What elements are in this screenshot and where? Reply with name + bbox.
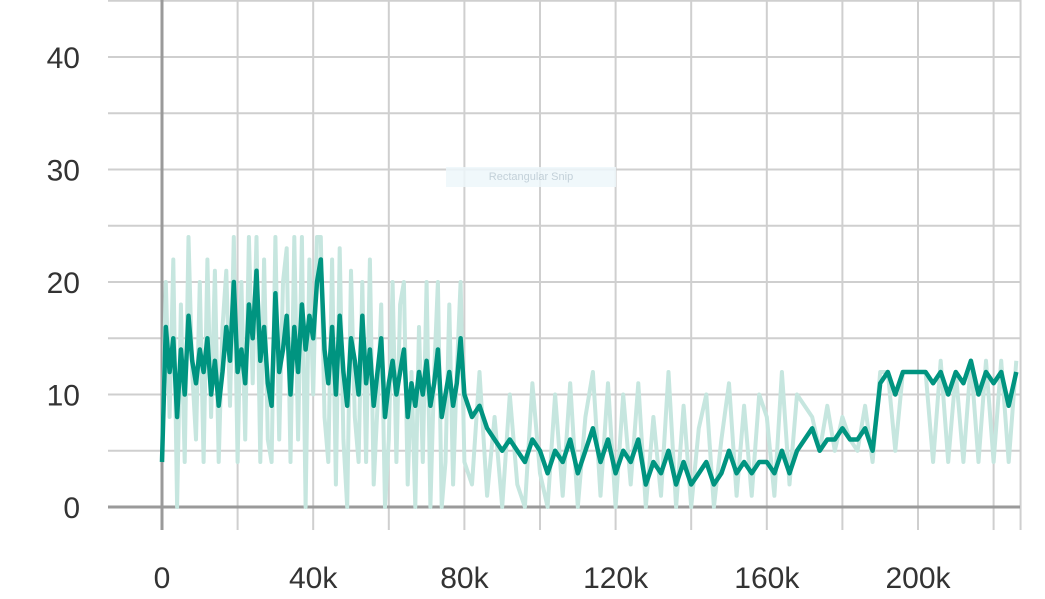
x-tick-label: 40k	[289, 562, 338, 595]
x-tick-labels: 0 40k 80k 120k 160k 200k	[154, 562, 952, 595]
y-tick-label: 10	[47, 380, 80, 413]
y-tick-labels: 0 10 20 30 40	[47, 42, 80, 525]
y-tick-label: 20	[47, 267, 80, 300]
y-tick-label: 0	[63, 492, 80, 525]
smoothed-series	[159, 257, 1019, 487]
x-tick-label: 160k	[734, 562, 800, 595]
y-tick-label: 40	[47, 42, 80, 75]
smoothed-series-line	[159, 257, 1019, 487]
x-tick-label: 0	[154, 562, 171, 595]
x-tick-label: 200k	[885, 562, 951, 595]
x-tick-label: 120k	[583, 562, 649, 595]
y-tick-label: 30	[47, 155, 80, 188]
x-tick-label: 80k	[440, 562, 489, 595]
snip-overlay-label: Rectangular Snip	[446, 167, 616, 187]
